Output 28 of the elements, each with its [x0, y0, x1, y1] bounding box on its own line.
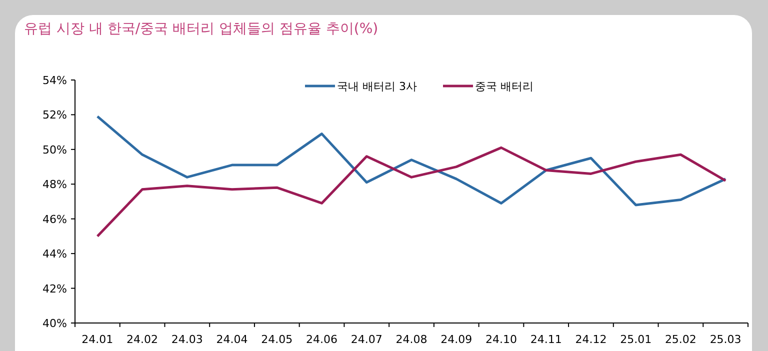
- y-tick-label: 44%: [42, 248, 67, 261]
- x-tick-label: 24.01: [82, 333, 114, 346]
- x-tick-label: 24.04: [216, 333, 248, 346]
- legend-label: 중국 배터리: [475, 80, 534, 93]
- x-tick-label: 25.02: [664, 333, 696, 346]
- x-tick-label: 24.03: [171, 333, 203, 346]
- x-tick-label: 24.11: [530, 333, 562, 346]
- y-tick-label: 50%: [42, 143, 67, 156]
- x-tick-label: 24.05: [261, 333, 293, 346]
- y-tick-label: 46%: [42, 212, 67, 226]
- x-tick-label: 24.07: [350, 333, 382, 346]
- x-tick-label: 25.01: [620, 333, 652, 346]
- y-tick-label: 42%: [42, 282, 67, 296]
- x-tick-label: 24.12: [575, 333, 607, 346]
- y-tick-label: 52%: [42, 108, 67, 122]
- x-tick-label: 24.06: [306, 333, 338, 346]
- legend-label: 국내 배터리 3사: [337, 80, 417, 93]
- y-tick-label: 48%: [42, 178, 67, 192]
- y-tick-label: 40%: [42, 317, 67, 330]
- y-tick-label: 54%: [42, 74, 67, 87]
- x-tick-label: 24.09: [440, 333, 472, 346]
- x-tick-label: 24.10: [485, 333, 517, 346]
- x-tick-label: 24.02: [126, 333, 158, 346]
- x-tick-label: 25.03: [710, 333, 742, 346]
- line-series: [96, 115, 727, 206]
- line-series: [96, 146, 727, 238]
- x-tick-label: 24.08: [396, 333, 428, 346]
- chart-title: 유럽 시장 내 한국/중국 배터리 업체들의 점유율 추이(%): [24, 21, 378, 37]
